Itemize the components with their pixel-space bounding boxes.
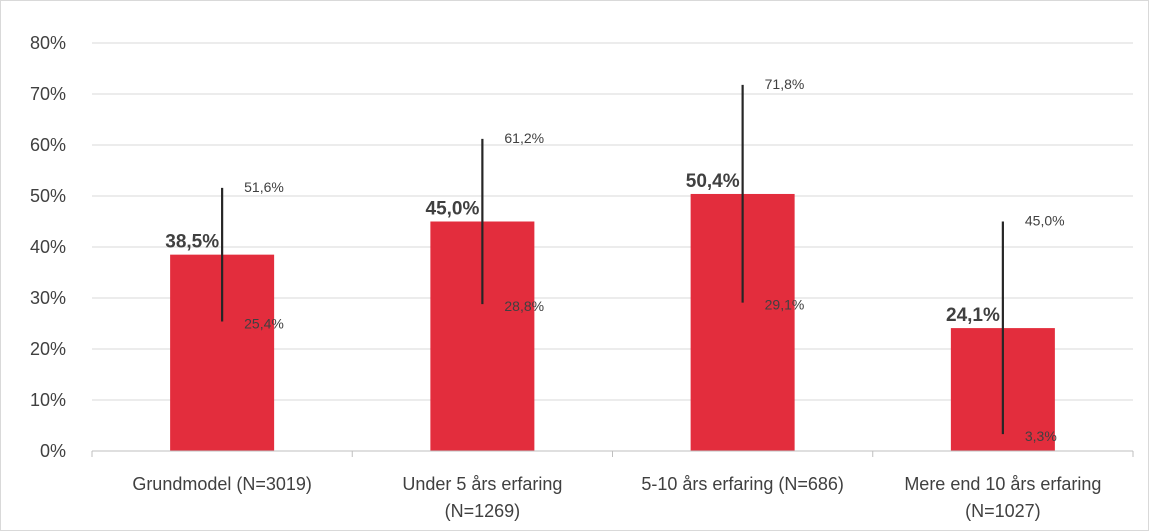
category-label: Grundmodel (N=3019)	[132, 474, 312, 494]
y-axis: 0% 10% 20% 30% 40% 50% 60% 70% 80%	[30, 33, 66, 461]
error-upper-label: 51,6%	[244, 179, 284, 195]
error-upper-label: 45,0%	[1025, 213, 1065, 229]
error-lower-label: 28,8%	[504, 298, 544, 314]
y-tick-label: 60%	[30, 135, 66, 155]
value-label: 50,4%	[686, 171, 740, 192]
y-tick-label: 40%	[30, 237, 66, 257]
y-tick-label: 70%	[30, 84, 66, 104]
error-lower-label: 25,4%	[244, 315, 284, 331]
y-tick-label: 50%	[30, 186, 66, 206]
error-upper-label: 71,8%	[765, 76, 805, 92]
category-label: 5-10 års erfaring (N=686)	[641, 474, 844, 494]
y-tick-label: 20%	[30, 339, 66, 359]
bars	[170, 193, 1055, 451]
category-label: (N=1027)	[965, 501, 1041, 521]
y-tick-label: 0%	[40, 441, 66, 461]
labels: 38,5% 51,6% 25,4% 45,0% 61,2% 28,8% 50,4% 71,8%…	[165, 76, 1064, 444]
y-tick-label: 80%	[30, 33, 66, 53]
category-label: Mere end 10 års erfaring	[904, 474, 1101, 494]
value-label: 38,5%	[165, 232, 219, 253]
value-label: 24,1%	[946, 305, 1000, 326]
error-upper-label: 61,2%	[504, 130, 544, 146]
error-lower-label: 3,3%	[1025, 428, 1057, 444]
y-tick-label: 30%	[30, 288, 66, 308]
category-label: Under 5 års erfaring	[402, 474, 562, 494]
x-axis: Grundmodel (N=3019) Under 5 års erfaring (…	[91, 450, 1134, 521]
error-bars	[221, 84, 1004, 435]
y-tick-label: 10%	[30, 390, 66, 410]
value-label: 45,0%	[426, 199, 480, 220]
error-lower-label: 29,1%	[765, 297, 805, 313]
category-label: (N=1269)	[445, 501, 521, 521]
